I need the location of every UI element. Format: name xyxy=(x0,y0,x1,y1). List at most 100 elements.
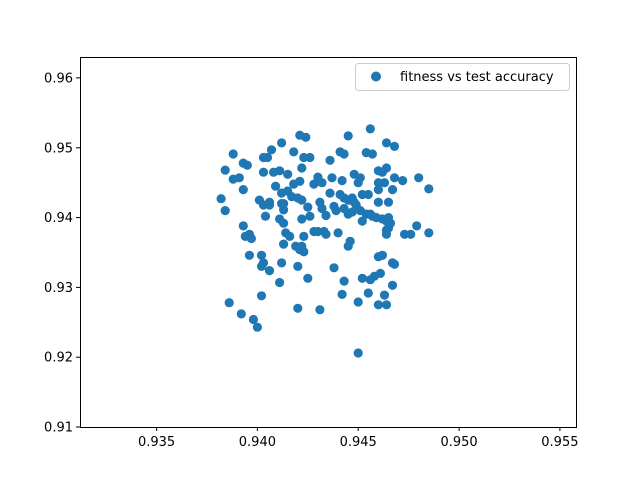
legend: fitness vs test accuracy xyxy=(355,63,570,91)
data-point xyxy=(303,202,313,212)
data-point xyxy=(289,147,299,157)
data-point xyxy=(365,124,375,134)
data-point xyxy=(317,203,327,214)
data-point xyxy=(381,138,392,148)
data-point xyxy=(321,229,331,239)
data-point xyxy=(353,178,363,188)
y-tick-label: 0.95 xyxy=(44,141,73,156)
data-point xyxy=(256,250,267,260)
data-point xyxy=(271,181,281,191)
data-point xyxy=(315,305,325,315)
data-point xyxy=(297,214,307,224)
data-point xyxy=(277,188,287,198)
data-point xyxy=(367,149,377,159)
data-point xyxy=(242,160,252,170)
data-point xyxy=(238,221,248,231)
data-point xyxy=(331,206,341,216)
data-point xyxy=(258,167,269,177)
data-point xyxy=(363,288,373,298)
data-point xyxy=(333,228,343,238)
data-point xyxy=(317,178,327,188)
data-point xyxy=(381,300,392,310)
data-point xyxy=(327,173,337,183)
data-point xyxy=(321,210,331,221)
data-point xyxy=(309,179,319,189)
data-point xyxy=(373,185,383,195)
data-point xyxy=(277,258,287,268)
data-point xyxy=(246,233,256,244)
data-point xyxy=(343,131,353,141)
data-point xyxy=(293,303,303,313)
data-point xyxy=(279,239,289,249)
data-point xyxy=(389,141,400,151)
x-tick-label: 0.955 xyxy=(541,435,578,450)
data-point xyxy=(293,261,303,271)
data-point xyxy=(216,194,226,204)
data-point xyxy=(236,309,246,319)
x-axis-ticks: 0.935 0.940 0.945 0.950 0.955 xyxy=(138,427,579,450)
data-point xyxy=(279,218,289,228)
data-point xyxy=(353,297,363,307)
data-point xyxy=(325,188,335,198)
data-point xyxy=(238,185,248,195)
data-point xyxy=(412,221,422,231)
data-point xyxy=(264,200,275,210)
data-point xyxy=(279,205,289,215)
data-point xyxy=(224,298,234,308)
data-point xyxy=(339,149,349,159)
x-tick-label: 0.945 xyxy=(340,435,377,450)
data-point xyxy=(228,149,238,159)
data-point xyxy=(297,163,307,173)
data-point xyxy=(256,261,267,271)
plot-frame xyxy=(80,57,577,428)
x-tick-label: 0.950 xyxy=(440,435,477,450)
y-tick-label: 0.96 xyxy=(44,71,73,86)
data-point xyxy=(305,211,315,221)
data-point xyxy=(373,197,383,207)
data-point xyxy=(343,241,353,251)
data-point xyxy=(357,273,367,283)
data-point xyxy=(363,189,373,200)
legend-label: fitness vs test accuracy xyxy=(400,70,554,85)
data-point xyxy=(406,229,416,239)
data-point xyxy=(303,273,313,283)
data-point xyxy=(329,263,339,273)
data-point xyxy=(285,231,295,241)
y-tick-label: 0.91 xyxy=(44,421,73,436)
data-point xyxy=(387,280,398,290)
data-point xyxy=(339,276,349,286)
data-point xyxy=(383,197,394,207)
data-point xyxy=(220,206,230,216)
data-point xyxy=(424,184,434,194)
data-point xyxy=(244,250,254,260)
data-point xyxy=(357,216,367,226)
y-tick-label: 0.92 xyxy=(44,351,73,366)
data-point xyxy=(277,138,287,148)
data-point xyxy=(337,176,347,186)
data-point xyxy=(389,259,400,269)
data-point xyxy=(297,195,307,205)
data-point xyxy=(373,252,383,262)
data-point xyxy=(275,277,285,288)
data-point xyxy=(283,169,293,179)
data-point xyxy=(220,165,230,175)
data-point xyxy=(299,247,309,257)
data-point xyxy=(289,179,299,189)
x-tick-label: 0.935 xyxy=(138,435,175,450)
data-point xyxy=(248,314,258,325)
data-point xyxy=(269,167,279,177)
data-point xyxy=(337,289,347,299)
data-point xyxy=(377,167,387,177)
data-point xyxy=(301,132,311,142)
y-tick-label: 0.93 xyxy=(44,281,73,296)
data-point xyxy=(353,348,363,358)
data-points xyxy=(216,124,434,358)
data-point xyxy=(387,185,398,195)
data-point xyxy=(343,209,353,219)
data-point xyxy=(228,174,238,184)
y-axis-ticks: 0.91 0.92 0.93 0.94 0.95 0.96 xyxy=(44,71,80,436)
data-point xyxy=(398,176,408,186)
data-point xyxy=(379,290,390,300)
y-tick-label: 0.94 xyxy=(44,211,73,226)
